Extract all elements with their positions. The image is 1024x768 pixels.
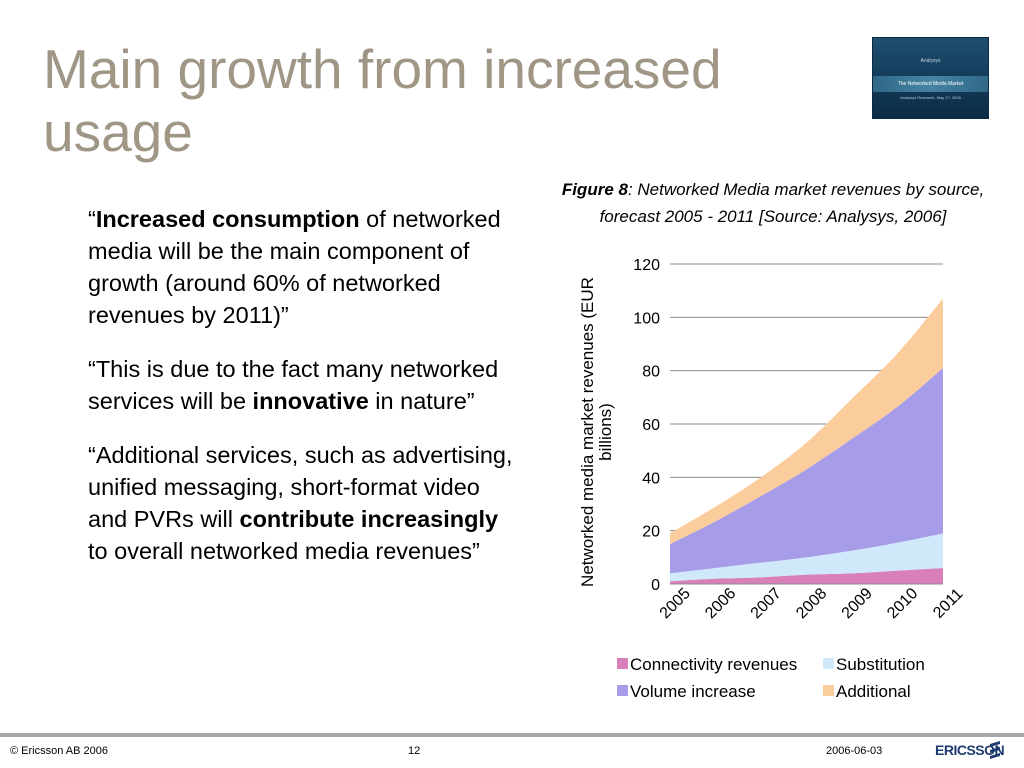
ericsson-logo-text: ERICSSON	[935, 742, 1005, 758]
thumbnail-subtitle: Analysys Research, May 27, 2006	[900, 95, 961, 100]
figure-caption-text: : Networked Media market revenues by sou…	[599, 180, 985, 226]
quote-3-part-3: to overall networked media revenues”	[88, 538, 480, 564]
report-thumbnail: Analysys The Networked Media Market Anal…	[872, 37, 989, 119]
area-connectivity-revenues	[670, 568, 943, 584]
quote-1-part-2: Increased consumption	[95, 206, 360, 232]
legend-label: Volume increase	[630, 682, 756, 701]
quote-2-part-3: in nature”	[368, 388, 475, 414]
legend-swatch	[617, 685, 628, 696]
footer-page-number: 12	[408, 745, 421, 757]
x-tick-label: 2009	[839, 585, 876, 622]
quote-1: “Increased consumption of networked medi…	[88, 203, 518, 331]
footer-divider	[0, 733, 1024, 737]
quote-3-part-2: contribute increasingly	[239, 506, 499, 532]
area-additional	[670, 298, 943, 544]
thumbnail-heading: The Networked Media Market	[897, 81, 964, 87]
footer-copyright: © Ericsson AB 2006	[10, 745, 108, 757]
y-tick-label: 60	[642, 417, 660, 434]
area-volume-increase	[670, 368, 943, 574]
y-tick-label: 40	[642, 470, 660, 487]
legend-swatch	[617, 658, 628, 669]
x-tick-label: 2005	[657, 585, 694, 622]
slide-title: Main growth from increased usage	[43, 38, 722, 163]
quote-2-part-1: “This is due to the fact many networked …	[88, 356, 499, 414]
ericsson-logo-icon	[990, 741, 1000, 759]
y-tick-label: 0	[651, 577, 660, 594]
x-tick-label: 2010	[884, 585, 921, 622]
x-tick-label: 2011	[930, 585, 966, 621]
legend-label: Substitution	[836, 655, 925, 674]
y-tick-label: 20	[642, 524, 660, 541]
quote-2-part-2: innovative	[252, 388, 369, 414]
y-tick-label: 100	[633, 310, 660, 327]
footer-date: 2006-06-03	[826, 745, 883, 757]
y-axis-label: Networked media market revenues (EURbill…	[578, 277, 615, 587]
x-tick-label: 2007	[748, 585, 785, 622]
legend-label: Connectivity revenues	[630, 655, 797, 674]
legend-swatch	[823, 685, 834, 696]
x-tick-label: 2006	[702, 585, 739, 622]
quote-1-part-1: “	[88, 206, 96, 232]
quote-3-part-1: “Additional services, such as advertisin…	[88, 442, 513, 532]
legend-label: Additional	[836, 682, 911, 701]
figure-caption-label: Figure 8	[561, 180, 628, 199]
thumbnail-brand: Analysys	[920, 58, 941, 64]
legend-swatch	[823, 658, 834, 669]
area-substitution	[670, 533, 943, 582]
y-tick-label: 80	[642, 364, 660, 381]
quote-1-part-3: of networked media will be the main comp…	[88, 206, 501, 328]
quote-2: “This is due to the fact many networked …	[88, 353, 518, 417]
thumbnail-band	[873, 76, 988, 92]
quote-list: “Increased consumption of networked medi…	[88, 203, 518, 589]
revenue-area-chart: 0 20 40 60 80 100 120 2005 2006 2007 2008 2009 2010 2…	[578, 257, 967, 701]
x-tick-label: 2008	[793, 585, 830, 622]
y-tick-label: 120	[633, 257, 660, 274]
figure-caption: Figure 8: Networked Media market revenue…	[553, 176, 993, 230]
quote-3: “Additional services, such as advertisin…	[88, 439, 518, 567]
